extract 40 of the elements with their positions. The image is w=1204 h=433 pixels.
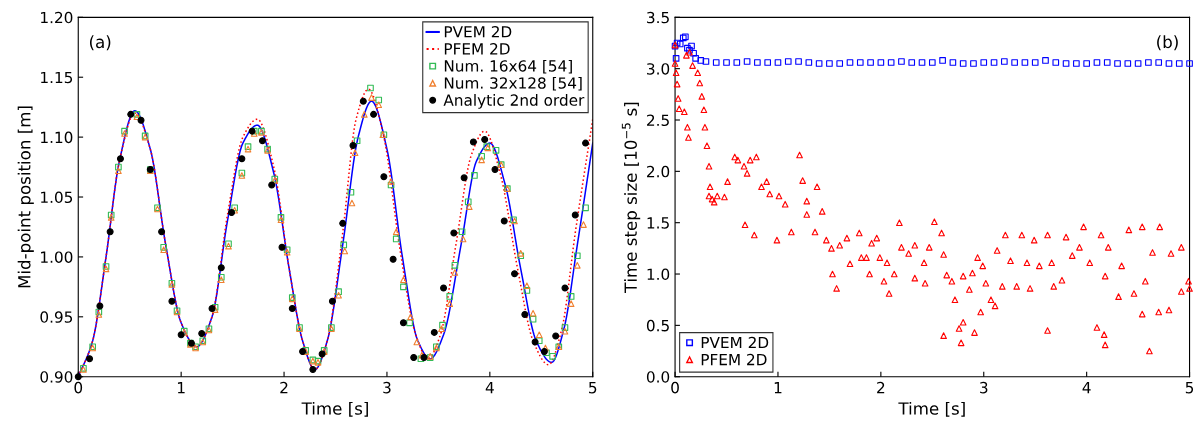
legend-label: PFEM 2D: [701, 353, 767, 366]
annotation: (a): [89, 35, 111, 51]
y-tick-label: 0.0: [646, 371, 670, 383]
y-axis-title: Mid-point position [m]: [17, 106, 34, 288]
y-tick-label: 1.15: [41, 71, 73, 84]
x-tick-label: 4: [485, 382, 494, 394]
x-tick-label: 5: [589, 382, 597, 394]
y-tick-label: 3.0: [647, 63, 670, 75]
y-tick-label: 0.95: [40, 311, 73, 323]
y-tick-label: 1.20: [41, 11, 73, 24]
y-tick-label: 0.5: [646, 319, 669, 332]
legend-label: Analytic 2nd order: [443, 94, 585, 109]
y-tick-label: 1.00: [41, 251, 73, 263]
legend-label: PVEM 2D: [701, 336, 769, 349]
y-tick-label: 1.05: [41, 191, 73, 204]
x-tick-label: 3: [980, 381, 988, 394]
annotation: (b): [1157, 35, 1178, 51]
legend-label: Num. 32x128 [54]: [444, 76, 582, 91]
x-tick-label: 4: [1082, 382, 1091, 394]
y-tick-label: 1.10: [41, 131, 73, 144]
y-tick-label: 2.0: [647, 165, 670, 178]
y-tick-label: 0.90: [40, 371, 73, 383]
legend-label: PVEM 2D: [444, 25, 512, 38]
x-tick-label: 1: [774, 382, 782, 394]
x-tick-label: 2: [280, 381, 288, 394]
x-tick-label: 3: [383, 381, 391, 394]
x-tick-label: 0: [74, 381, 83, 394]
y-axis-title: Time step size [10$^{−5}$ s]: [621, 102, 641, 293]
x-axis-title: Time [s]: [898, 401, 965, 417]
x-tick-label: 2: [877, 381, 885, 394]
y-tick-label: 1.0: [647, 268, 670, 281]
x-tick-label: 1: [177, 382, 185, 394]
y-tick-label: 1.5: [647, 217, 669, 229]
legend-label: Num. 16x64 [54]: [444, 59, 572, 74]
legend-label: PFEM 2D: [444, 43, 510, 55]
x-tick-label: 0: [671, 381, 679, 394]
x-axis-title: Time [s]: [301, 401, 368, 417]
x-tick-label: 5: [1185, 382, 1194, 394]
y-tick-label: 2.5: [647, 114, 669, 127]
y-tick-label: 3.5: [647, 11, 669, 24]
